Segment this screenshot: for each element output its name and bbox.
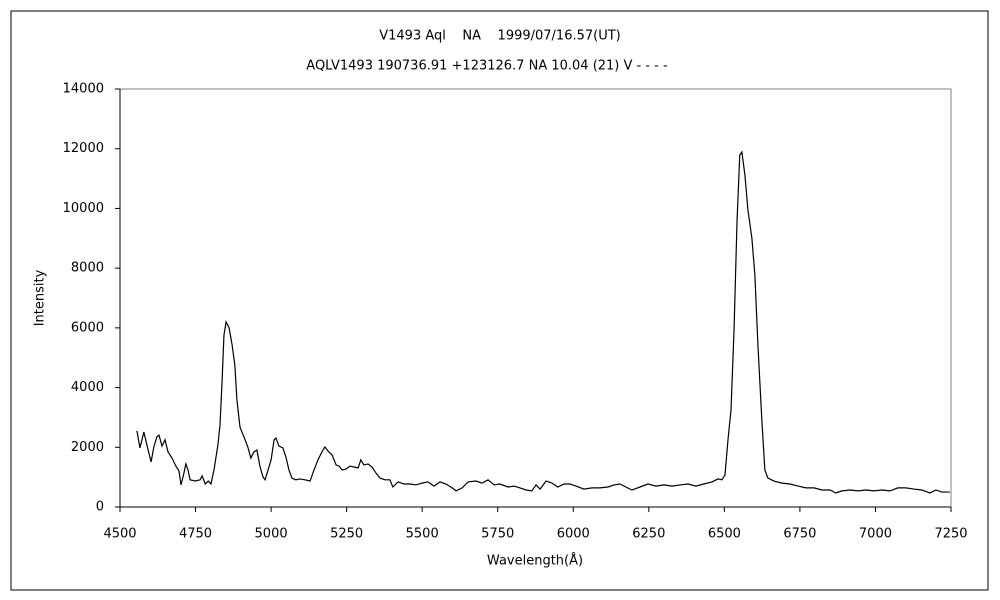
y-axis-label: Intensity [33,269,48,326]
y-tick-label: 6000 [71,320,104,335]
x-tick-label: 6500 [708,527,741,542]
x-tick-label: 6250 [632,527,665,542]
x-tick-label: 6750 [783,527,816,542]
x-axis-label: Wavelength(Å) [487,553,583,569]
x-tick-label: 4750 [179,527,212,542]
y-tick-label: 10000 [63,201,104,216]
plot-area [119,88,952,508]
chart-title: V1493 Aql NA 1999/07/16.57(UT) [379,29,621,44]
y-tick-label: 14000 [63,82,104,97]
y-tick-label: 0 [96,500,104,515]
x-tick-label: 6000 [557,527,590,542]
x-tick-label: 5250 [330,527,363,542]
x-tick-label: 7000 [859,527,892,542]
x-tick-label: 4500 [103,527,136,542]
spectrum-line [136,150,950,494]
chart-subtitle: AQLV1493 190736.91 +123126.7 NA 10.04 (2… [306,59,668,74]
y-tick-label: 12000 [63,141,104,156]
x-tick-label: 5750 [481,527,514,542]
y-tick-label: 2000 [71,440,104,455]
x-tick-label: 5000 [255,527,288,542]
y-tick-label: 4000 [71,380,104,395]
y-tick-label: 8000 [71,261,104,276]
x-tick-label: 5500 [406,527,439,542]
x-tick-label: 7250 [934,527,967,542]
